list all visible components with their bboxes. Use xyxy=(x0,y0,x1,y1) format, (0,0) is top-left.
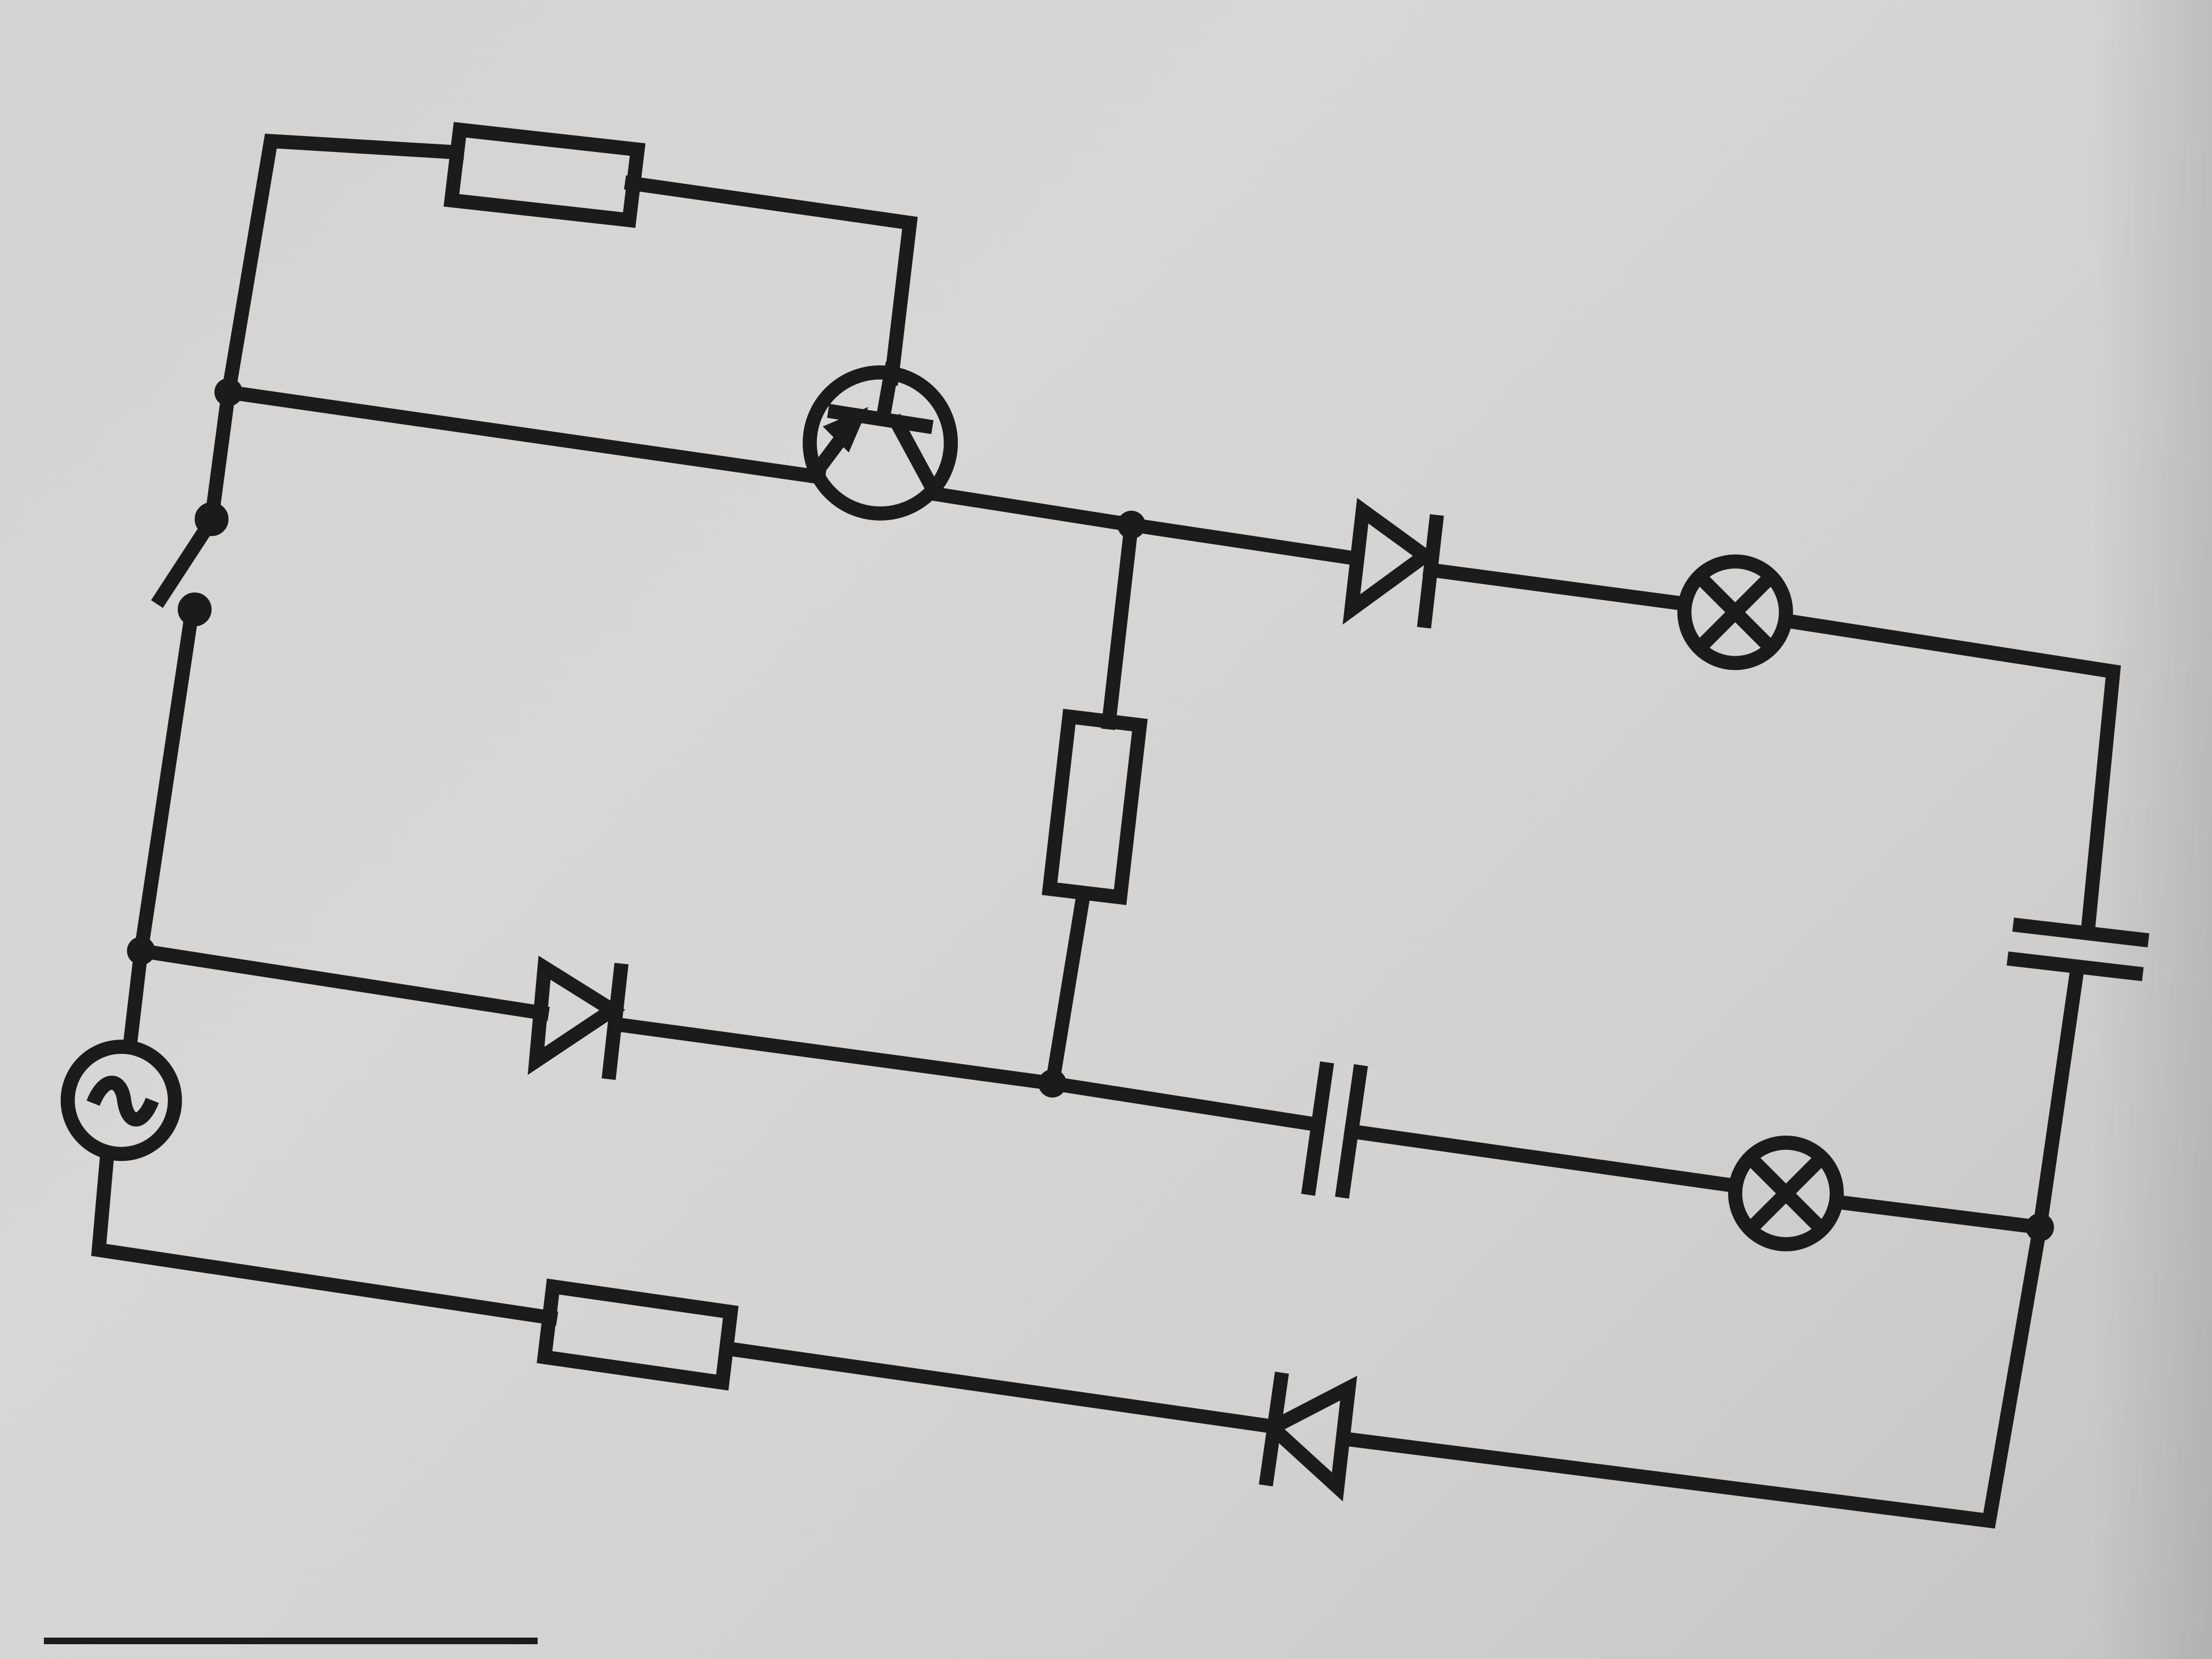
paper-shadow xyxy=(2091,0,2212,1659)
lamp-lower xyxy=(1728,1136,1844,1251)
switch xyxy=(151,502,229,627)
junction-dots xyxy=(127,378,2054,1242)
wire-middle-right-3 xyxy=(1829,1194,2048,1235)
diode-middle-left xyxy=(527,956,629,1080)
ac-source-symbol xyxy=(60,1040,182,1161)
wire-middle-lower xyxy=(1044,886,1092,1092)
wire-base xyxy=(221,384,826,485)
wire-middle-left-1 xyxy=(133,943,550,1021)
wire-middle-left-2 xyxy=(607,1016,1060,1092)
resistor-top xyxy=(443,122,646,228)
wire-collector xyxy=(926,486,1139,533)
resistor-bottom xyxy=(537,1278,739,1391)
resistor-middle xyxy=(1041,708,1148,905)
wire-right-top xyxy=(1778,612,2121,939)
lamp-upper xyxy=(1677,554,1793,670)
page-edge-line xyxy=(44,1638,538,1659)
wire-bottom-2 xyxy=(1338,1219,2049,1529)
wire-upper-right-1 xyxy=(1123,516,1365,567)
capacitor-right xyxy=(2006,917,2149,981)
transistor-pnp xyxy=(803,361,958,521)
diode-bottom xyxy=(1259,1372,1357,1502)
wire-bottom-1 xyxy=(720,1340,1269,1433)
wire-middle-right-2 xyxy=(1343,1123,1738,1193)
wire-top-loop xyxy=(220,133,918,400)
wire-left xyxy=(91,384,558,1326)
diode-upper-right xyxy=(1342,498,1444,629)
wire-upper-right-2 xyxy=(1422,562,1692,612)
wire-right-bottom xyxy=(2032,965,2085,1235)
wire-middle-upper xyxy=(1101,517,1139,730)
wire-middle-right-1 xyxy=(1044,1075,1314,1131)
